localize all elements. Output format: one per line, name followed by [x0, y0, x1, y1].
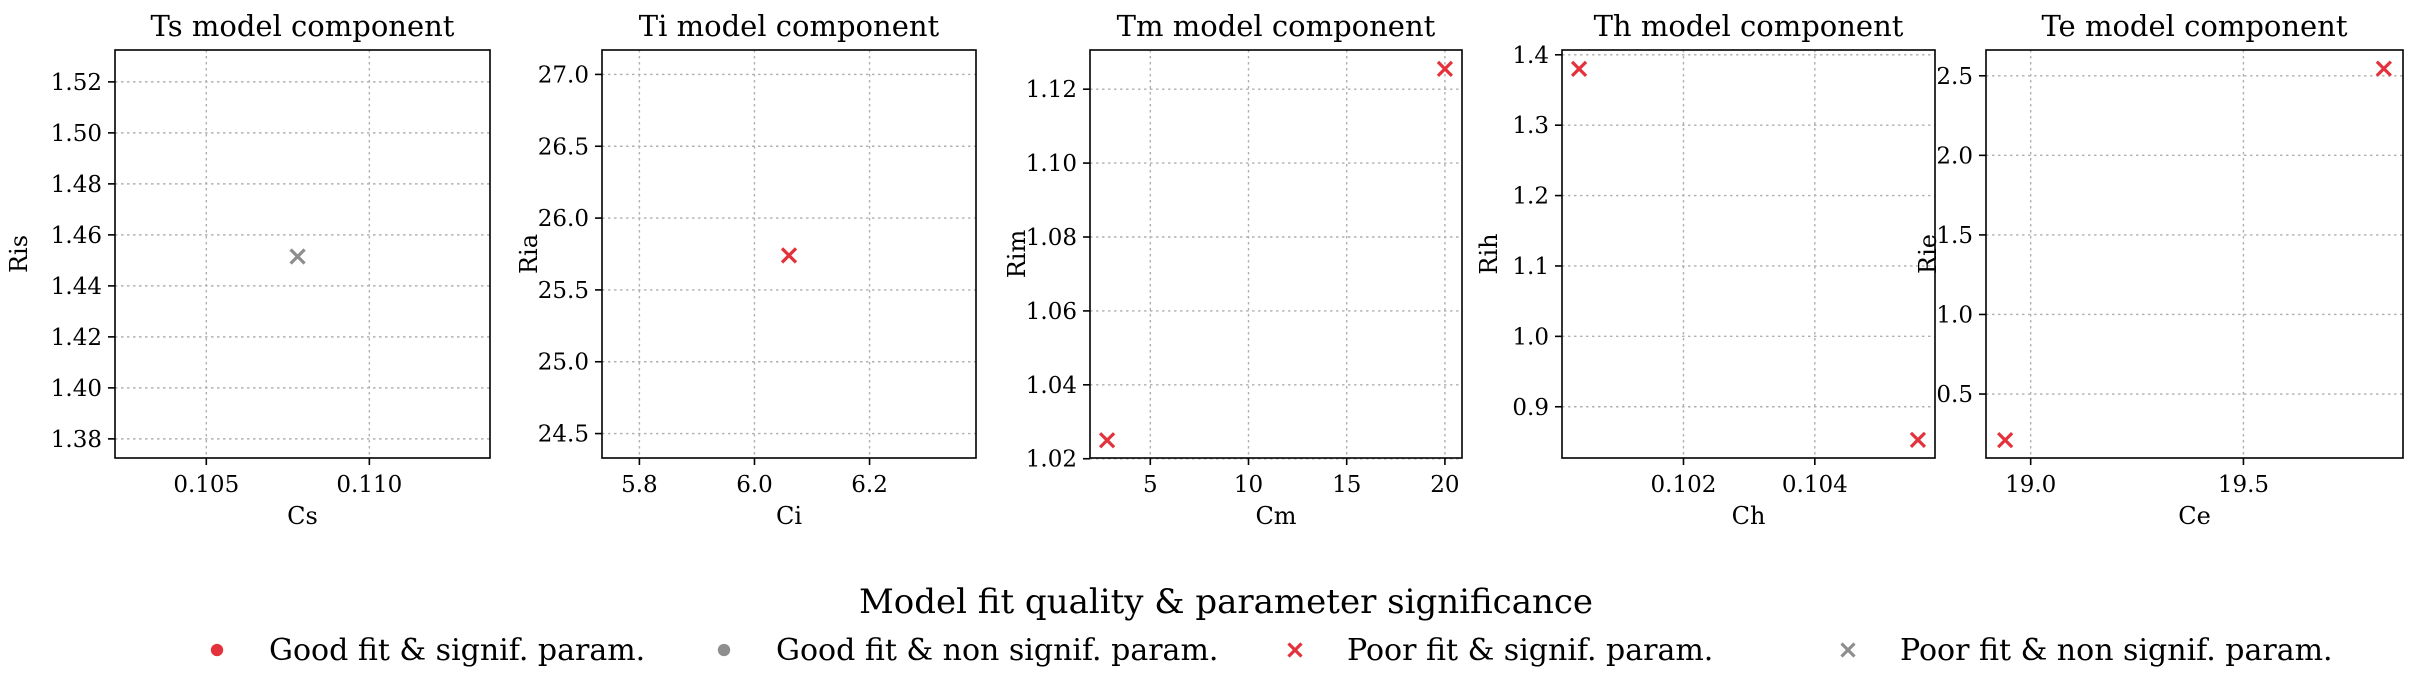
- x-tick-label: 6.2: [851, 472, 888, 498]
- y-axis-label: Ria: [515, 234, 543, 274]
- x-tick-label: 0.105: [173, 472, 239, 498]
- y-tick-label: 1.42: [51, 325, 102, 351]
- subplot-title: Tm model component: [1117, 9, 1436, 43]
- x-axis-label: Cs: [287, 502, 318, 530]
- x-tick-label: 19.5: [2218, 472, 2269, 498]
- y-tick-label: 0.5: [1936, 382, 1973, 408]
- subplot-3: 5 10 15 20 1.02 1.04 1.06 1.08 1.10 1.12 Tm model …: [1003, 9, 1463, 530]
- y-axis-label: Rie: [1914, 234, 1942, 274]
- y-tick-label: 1.2: [1512, 184, 1549, 210]
- x-axis-label: Ch: [1732, 502, 1766, 530]
- data-point: [780, 247, 798, 264]
- y-tick-label: 1.52: [51, 70, 102, 96]
- data-point: [1098, 432, 1116, 449]
- legend-x-marker: [1287, 642, 1303, 658]
- x-tick-label: 20: [1430, 472, 1459, 498]
- y-axis-label: Rih: [1475, 233, 1503, 274]
- x-tick-label: 10: [1234, 472, 1263, 498]
- y-tick-label: 1.0: [1512, 324, 1549, 350]
- y-tick-label: 1.10: [1026, 151, 1077, 177]
- y-tick-label: 25.5: [538, 278, 589, 304]
- y-axis-label: Rim: [1003, 230, 1031, 279]
- y-tick-label: 1.48: [51, 172, 102, 198]
- x-tick-label: 6.0: [736, 472, 773, 498]
- x-tick-label: 15: [1332, 472, 1361, 498]
- x-tick-label: 0.110: [336, 472, 402, 498]
- subplot-title: Ti model component: [639, 9, 940, 43]
- y-tick-label: 1.08: [1026, 225, 1077, 251]
- data-point: [289, 248, 306, 265]
- y-tick-label: 1.02: [1026, 447, 1077, 473]
- subplot-1: 0.105 0.110 1.38 1.40 1.42 1.44 1.46 1.48 1.50 1.…: [5, 9, 491, 530]
- y-tick-label: 26.0: [538, 206, 589, 232]
- y-tick-label: 25.0: [538, 350, 589, 376]
- y-tick-label: 1.5: [1936, 223, 1973, 249]
- y-tick-label: 24.5: [538, 422, 589, 448]
- legend-label: Poor fit & signif. param.: [1347, 633, 1713, 668]
- x-tick-label: 0.102: [1651, 472, 1717, 498]
- legend-circle-marker: [210, 643, 224, 657]
- subplot-title: Th model component: [1594, 9, 1904, 43]
- x-tick-label: 5: [1143, 472, 1158, 498]
- subplot-4: 0.102 0.104 0.9 1.0 1.1 1.2 1.3 1.4 Th model com…: [1475, 9, 1936, 530]
- y-tick-label: 2.0: [1936, 143, 1973, 169]
- plot-frame: [601, 49, 977, 459]
- x-axis-label: Cm: [1255, 502, 1296, 530]
- legend-entry: Poor fit & signif. param.: [1287, 633, 1713, 668]
- legend-x-marker: [1840, 642, 1856, 658]
- y-tick-label: 1.4: [1512, 43, 1549, 69]
- y-tick-label: 2.5: [1936, 64, 1973, 90]
- y-tick-label: 1.50: [51, 121, 102, 147]
- y-tick-label: 1.1: [1512, 254, 1549, 280]
- legend-entry: Good fit & non signif. param.: [717, 633, 1218, 668]
- legend-circle-marker: [717, 643, 731, 657]
- subplot-5: 19.0 19.5 0.5 1.0 1.5 2.0 2.5 Te model componen…: [1914, 9, 2404, 530]
- legend: Model fit quality & parameter significan…: [210, 582, 2333, 668]
- y-tick-label: 1.38: [51, 427, 102, 453]
- y-tick-label: 1.3: [1512, 113, 1549, 139]
- legend-entry: Good fit & signif. param.: [210, 633, 645, 668]
- y-tick-label: 1.12: [1026, 77, 1077, 103]
- y-axis-label: Ris: [5, 235, 33, 273]
- y-tick-label: 0.9: [1512, 395, 1549, 421]
- legend-label: Poor fit & non signif. param.: [1900, 633, 2333, 668]
- subplot-2: 5.8 6.0 6.2 24.5 25.0 25.5 26.0 26.5 27.0 Ti mode…: [515, 9, 977, 530]
- plot-frame: [1985, 49, 2404, 459]
- subplot-title: Te model component: [2041, 9, 2347, 43]
- y-tick-label: 1.0: [1936, 302, 1973, 328]
- y-tick-label: 26.5: [538, 134, 589, 160]
- y-tick-label: 1.04: [1026, 373, 1077, 399]
- x-axis-label: Ci: [776, 502, 802, 530]
- x-axis-label: Ce: [2178, 502, 2211, 530]
- y-tick-label: 1.44: [51, 274, 102, 300]
- y-tick-label: 1.06: [1026, 299, 1077, 325]
- legend-label: Good fit & signif. param.: [269, 633, 645, 668]
- y-tick-label: 1.40: [51, 376, 102, 402]
- data-point: [1997, 432, 2014, 449]
- legend-label: Good fit & non signif. param.: [776, 633, 1218, 668]
- plot-frame: [1089, 49, 1463, 459]
- legend-entry: Poor fit & non signif. param.: [1840, 633, 2333, 668]
- data-point: [1909, 431, 1927, 448]
- y-tick-label: 27.0: [538, 62, 589, 88]
- plot-frame: [1561, 49, 1936, 459]
- data-point: [1570, 60, 1588, 77]
- subplot-title: Ts model component: [151, 9, 455, 43]
- y-tick-label: 1.46: [51, 223, 102, 249]
- x-tick-label: 19.0: [2005, 472, 2056, 498]
- x-tick-label: 0.104: [1782, 472, 1848, 498]
- data-point: [2375, 60, 2392, 77]
- legend-title: Model fit quality & parameter significan…: [859, 582, 1593, 622]
- plot-frame: [114, 49, 491, 459]
- data-point: [1436, 60, 1454, 77]
- x-tick-label: 5.8: [621, 472, 658, 498]
